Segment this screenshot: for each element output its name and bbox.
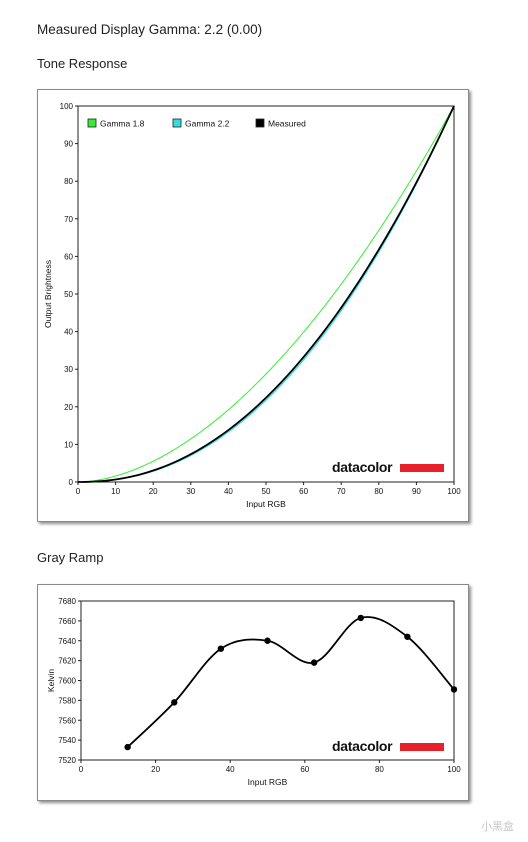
tone-y-tick-label: 0 [69,478,74,487]
gray-y-axis-title: Kelvin [46,669,56,692]
legend-gamma-2-2-swatch [172,118,182,128]
tone-x-tick-label: 70 [337,487,346,496]
legend-gamma-2-2-label: Gamma 2.2 [185,119,230,129]
kelvin-point [404,633,411,640]
legend-measured-label: Measured [268,119,306,129]
gray-x-axis-title: Input RGB [248,777,288,787]
tone-y-tick-label: 30 [64,365,73,374]
gray-y-tick-label: 7540 [58,736,76,745]
kelvin-point [264,637,271,644]
gray-y-tick-label: 7680 [58,597,76,606]
tone-plot-area [77,105,455,483]
legend-measured-swatch [255,118,265,128]
gray-ramp-title: Gray Ramp [37,550,104,565]
gray-x-tick-label: 0 [79,765,84,774]
gray-y-tick-label: 7660 [58,617,76,626]
tone-datacolor-bar [400,464,444,472]
tone-y-tick-label: 70 [64,215,73,224]
tone-x-axis-title: Input RGB [246,499,286,509]
tone-y-tick-label: 40 [64,328,73,337]
kelvin-point [450,686,458,693]
gray-x-tick-label: 60 [300,765,309,774]
tone-x-tick-label: 100 [447,487,461,496]
gamma-1-8-line [77,105,455,483]
tone-y-axis-title: Output Brightness [43,260,53,328]
tone-x-tick-label: 30 [186,487,195,496]
gray-x-tick-label: 20 [151,765,160,774]
gray-y-tick-label: 7520 [58,756,76,765]
kelvin-point [310,659,318,666]
gray-y-tick-label: 7600 [58,677,76,686]
gray-x-tick-label: 40 [226,765,235,774]
gray-y-tick-label: 7620 [58,657,76,666]
tone-y-tick-label: 100 [60,102,74,111]
tone-datacolor-logo: datacolor [332,459,393,475]
tone-response-title: Tone Response [37,56,128,71]
tone-y-tick-label: 50 [64,290,73,299]
gray-plot-area [80,600,455,761]
gray-ramp-chart: 0 20 40 60 80 100 7520 7540 7560 7580 7600 7620 7640… [37,584,469,801]
tone-y-tick-label: 90 [64,140,73,149]
gray-x-tick-label: 100 [447,765,461,774]
tone-y-tick-label: 10 [64,440,73,449]
kelvin-point [171,699,178,706]
legend-gamma-1-8-label: Gamma 1.8 [100,119,145,129]
tone-x-tick-label: 80 [374,487,383,496]
kelvin-point [124,743,131,751]
tone-x-tick-label: 60 [299,487,308,496]
tone-x-tick-label: 50 [262,487,271,496]
gray-y-tick-label: 7560 [58,716,76,725]
gray-x-tick-label: 80 [375,765,384,774]
measured-line [77,105,455,483]
kelvin-point [357,614,364,622]
gray-datacolor-bar [400,743,444,751]
gray-ramp-plot: 0 20 40 60 80 100 7520 7540 7560 7580 7600 7620 7640… [46,597,461,787]
gray-y-tick-label: 7580 [58,696,76,705]
tone-x-tick-label: 10 [111,487,120,496]
tone-y-tick-label: 60 [64,252,73,261]
legend-gamma-1-8-swatch [87,118,97,128]
tone-response-plot: 0 10 20 30 40 50 60 70 80 90 100 0 10 20 30 40 50 60 70 80 9… [43,102,461,509]
tone-x-tick-label: 20 [149,487,158,496]
tone-x-tick-label: 40 [224,487,233,496]
gray-y-tick-label: 7640 [58,637,76,646]
display-gamma-heading: Measured Display Gamma: 2.2 (0.00) [37,22,263,37]
gray-datacolor-logo: datacolor [332,738,393,754]
tone-y-tick-label: 20 [64,403,73,412]
tone-x-tick-label: 0 [76,487,81,496]
tone-response-chart: 0 10 20 30 40 50 60 70 80 90 100 0 10 20 30 40 50 60 70 80 9… [37,89,469,522]
tone-x-tick-label: 90 [412,487,421,496]
tone-y-tick-label: 80 [64,177,73,186]
watermark-text: 小黑盒 [481,821,514,833]
kelvin-point [217,645,225,652]
